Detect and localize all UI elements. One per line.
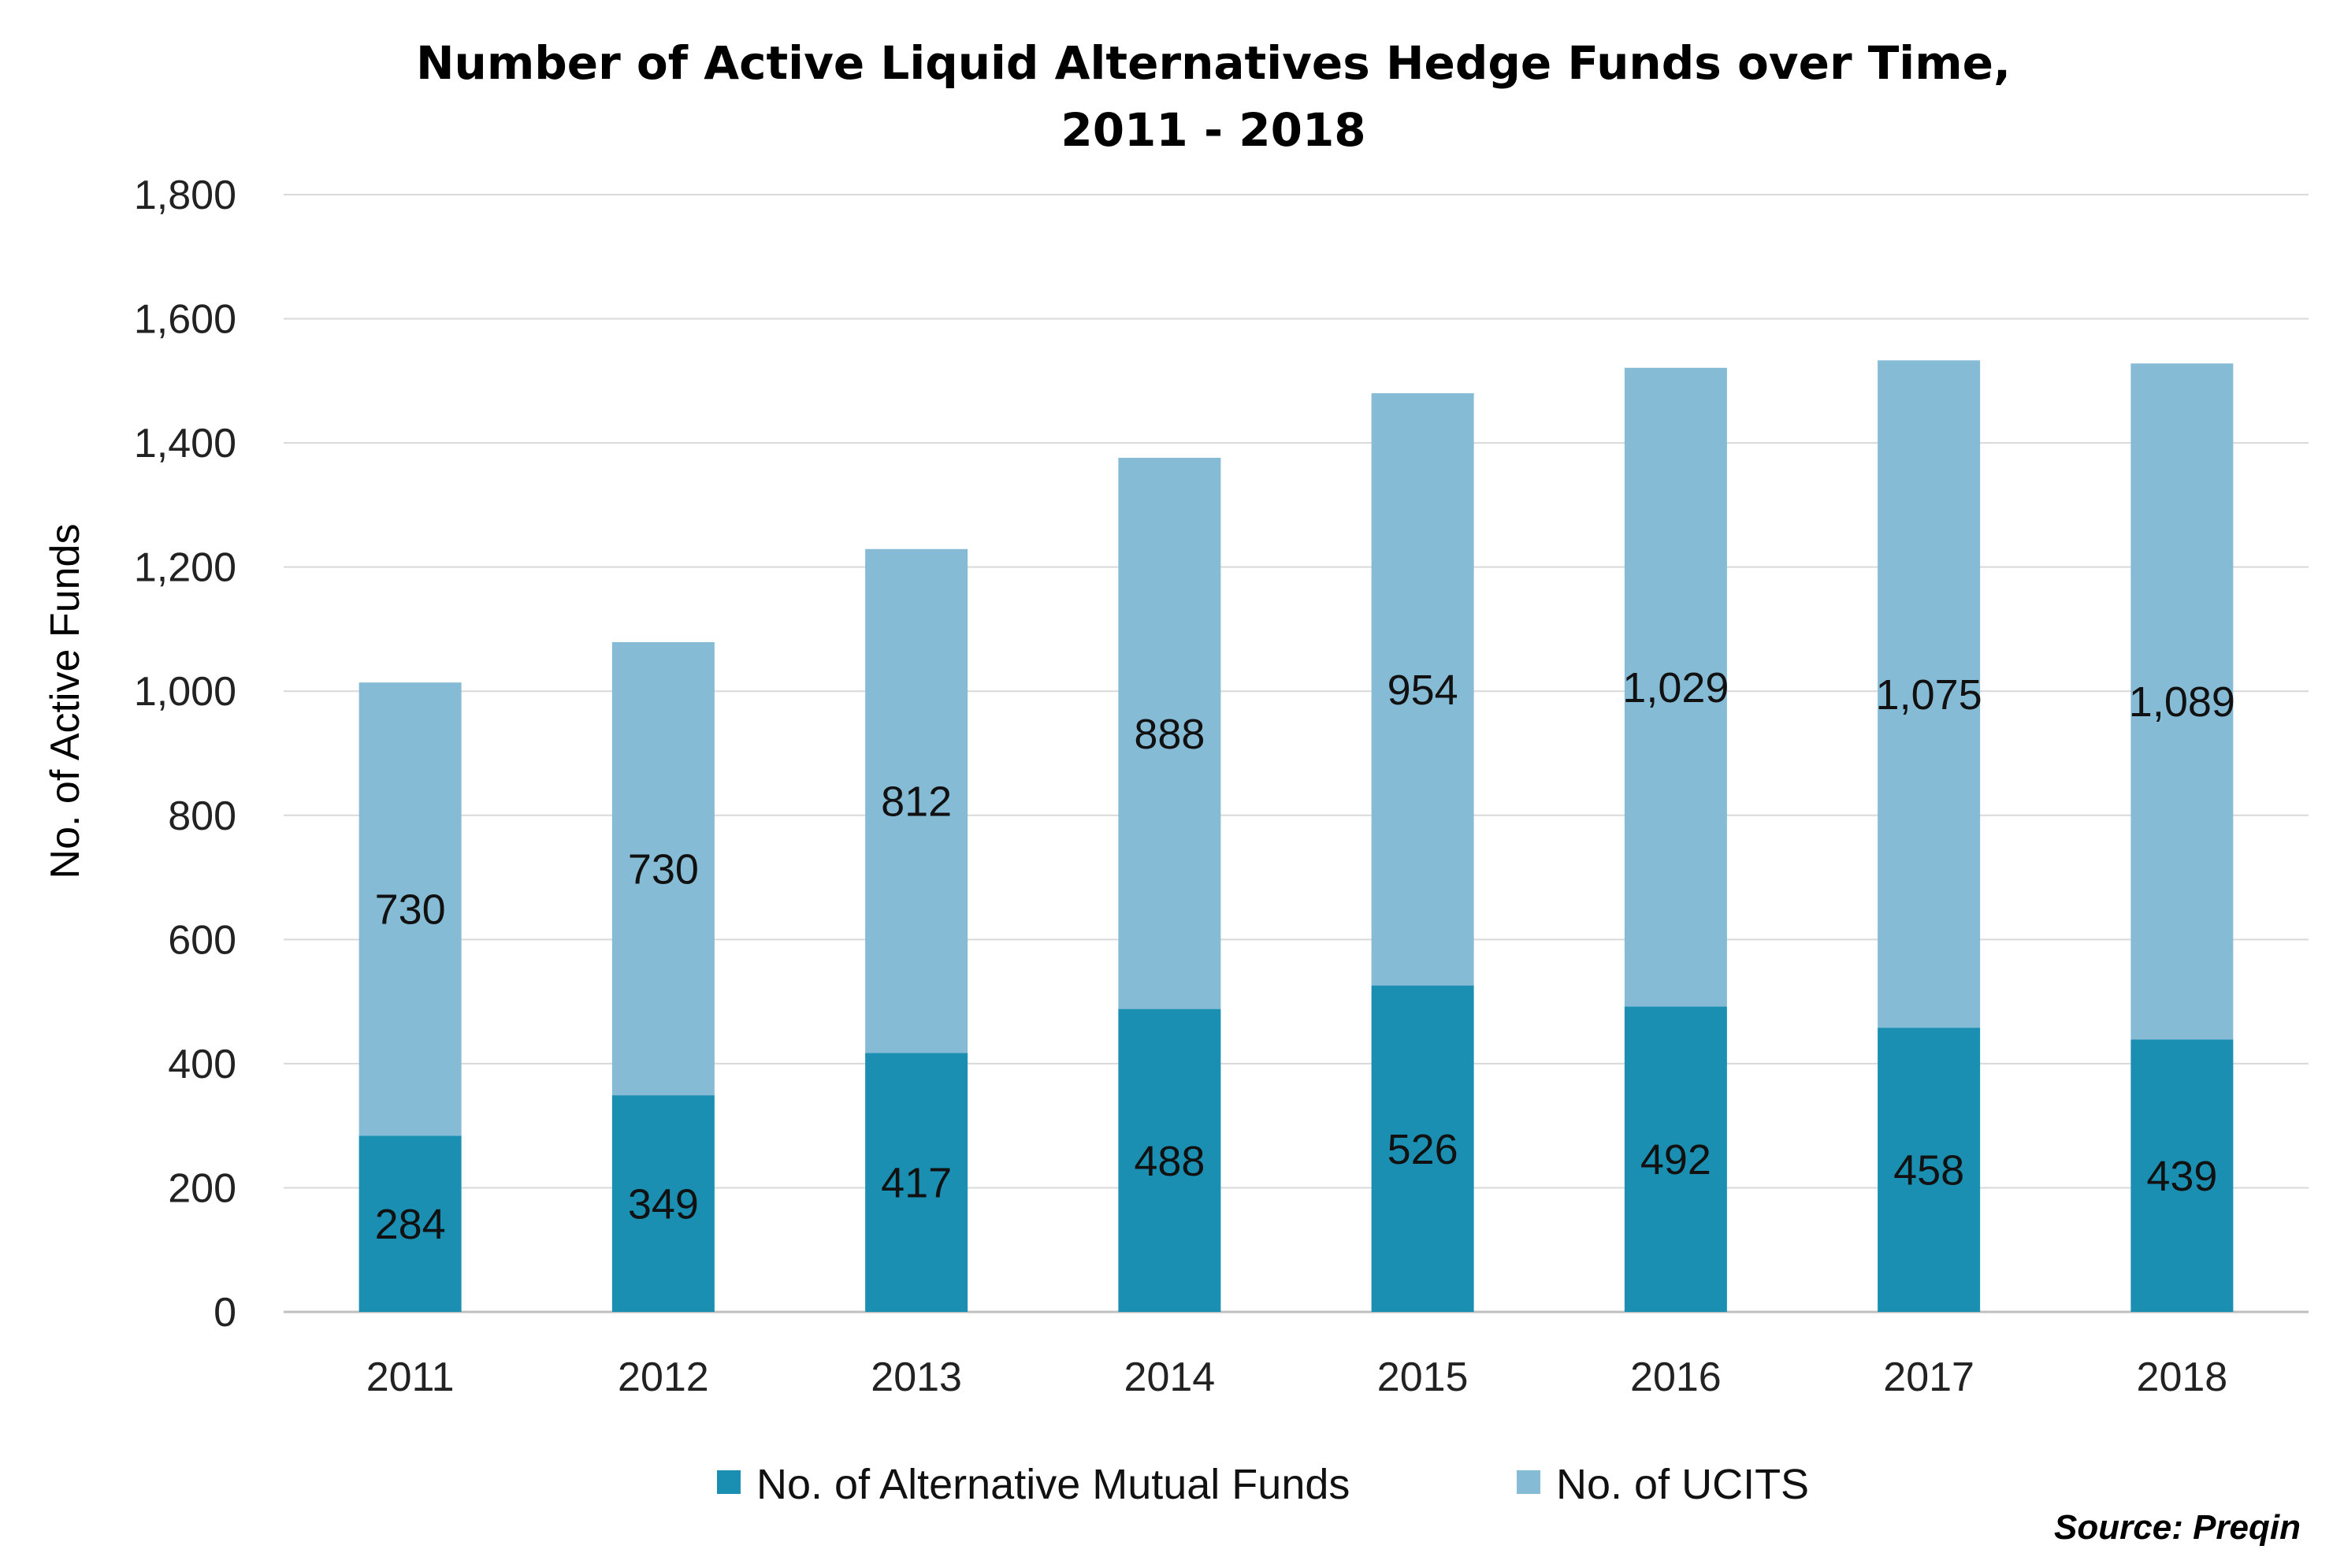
chart-title-line2: 2011 - 2018: [1061, 103, 1365, 157]
bar-ucits: [1624, 367, 1727, 1007]
y-tick-label: 0: [214, 1290, 236, 1336]
data-labels: 284 730 349 730 417 812 488 888 526 954 492 1,029 45…: [375, 664, 2235, 1248]
source-note: Source: Preqin: [2054, 1508, 2301, 1547]
legend-label-ucits: No. of UCITS: [1556, 1461, 1809, 1508]
bar-ucits: [1118, 458, 1221, 1009]
x-tick-label: 2016: [1630, 1354, 1722, 1400]
x-tick-label: 2011: [366, 1354, 455, 1400]
data-label-ucits: 1,075: [1876, 671, 1982, 719]
y-tick-label: 1,200: [134, 545, 236, 591]
data-label-ucits: 1,089: [2129, 678, 2235, 726]
bar-mutual-funds: [611, 1095, 715, 1312]
data-label-mutual-funds: 439: [2146, 1153, 2217, 1200]
x-axis-ticks: 2011 2012 2013 2014 2015 2016 2017 2018: [366, 1354, 2228, 1400]
bar-mutual-funds: [358, 1135, 462, 1312]
bar-mutual-funds: [1624, 1006, 1727, 1312]
y-tick-label: 1,400: [134, 421, 236, 466]
y-tick-label: 200: [168, 1165, 236, 1211]
bar-mutual-funds: [2130, 1039, 2234, 1312]
legend: No. of Alternative Mutual Funds No. of UC…: [717, 1461, 1809, 1508]
legend-swatch-ucits: [1517, 1470, 1540, 1494]
x-tick-label: 2015: [1377, 1354, 1469, 1400]
bar-mutual-funds: [1118, 1009, 1221, 1312]
data-label-ucits: 954: [1387, 667, 1458, 714]
bar-mutual-funds: [1878, 1027, 1981, 1312]
data-label-mutual-funds: 526: [1387, 1126, 1458, 1173]
data-label-ucits: 812: [881, 778, 952, 826]
bar-ucits: [2130, 363, 2234, 1040]
data-label-mutual-funds: 488: [1134, 1138, 1205, 1185]
data-label-mutual-funds: 284: [375, 1201, 446, 1248]
data-label-mutual-funds: 417: [881, 1160, 952, 1207]
bars: [358, 360, 2234, 1312]
bar-ucits: [358, 682, 462, 1136]
x-tick-label: 2018: [2137, 1354, 2228, 1400]
bar-ucits: [611, 641, 715, 1096]
chart-title: Number of Active Liquid Alternatives Hed…: [416, 36, 2011, 90]
legend-label-mutual-funds: No. of Alternative Mutual Funds: [756, 1461, 1350, 1508]
y-tick-label: 400: [168, 1042, 236, 1087]
bar-ucits: [1371, 393, 1474, 986]
data-label-mutual-funds: 349: [628, 1181, 699, 1228]
y-tick-label: 800: [168, 793, 236, 839]
x-tick-label: 2014: [1124, 1354, 1216, 1400]
x-tick-label: 2017: [1883, 1354, 1974, 1400]
y-tick-label: 1,600: [134, 297, 236, 343]
data-label-ucits: 730: [375, 886, 446, 934]
gridlines: [284, 194, 2309, 1313]
y-axis-ticks: 0 200 400 600 800 1,000 1,200 1,400 1,600 1,800: [134, 173, 236, 1336]
data-label-ucits: 1,029: [1622, 664, 1729, 712]
y-tick-label: 1,800: [134, 173, 236, 218]
y-tick-label: 600: [168, 917, 236, 963]
y-tick-label: 1,000: [134, 669, 236, 715]
legend-swatch-mutual-funds: [717, 1470, 741, 1494]
data-label-ucits: 730: [628, 846, 699, 894]
y-axis-label: No. of Active Funds: [43, 524, 88, 879]
bar-mutual-funds: [865, 1053, 968, 1312]
data-label-ucits: 888: [1134, 711, 1205, 758]
data-label-mutual-funds: 458: [1893, 1147, 1964, 1195]
bar-mutual-funds: [1371, 985, 1474, 1312]
bar-ucits: [865, 548, 968, 1053]
x-tick-label: 2012: [618, 1354, 709, 1400]
bar-ucits: [1878, 360, 1981, 1028]
data-label-mutual-funds: 492: [1640, 1136, 1711, 1183]
x-tick-label: 2013: [871, 1354, 962, 1400]
